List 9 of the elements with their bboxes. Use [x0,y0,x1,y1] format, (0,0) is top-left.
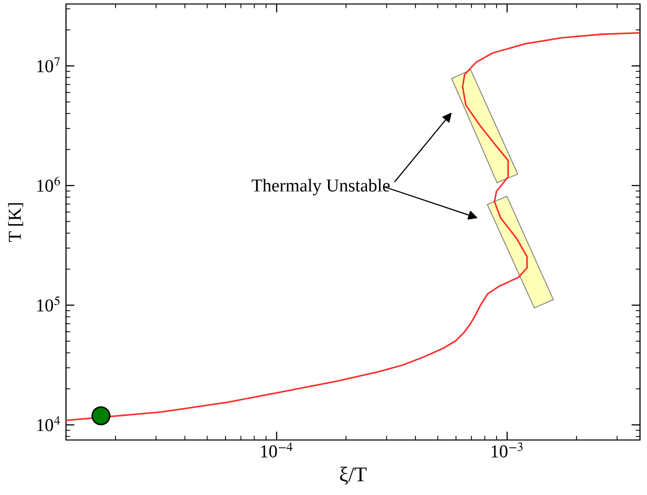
y-tick-label: 10$^{7}$ [37,57,60,72]
x-axis-title: ξ/T [340,466,367,485]
x-tick-label: 10$^{−4}$ [261,442,293,458]
y-tick-label: 10$^{4}$ [37,416,60,432]
y-tick-label: 10$^{5}$ [37,296,60,312]
annotation: Thermaly Unstable [252,178,390,196]
y-axis-title: T [K] [8,203,24,242]
y-tick-label: 10$^{6}$ [37,176,60,192]
x-tick-label: 10$^{−3}$ [492,442,523,458]
